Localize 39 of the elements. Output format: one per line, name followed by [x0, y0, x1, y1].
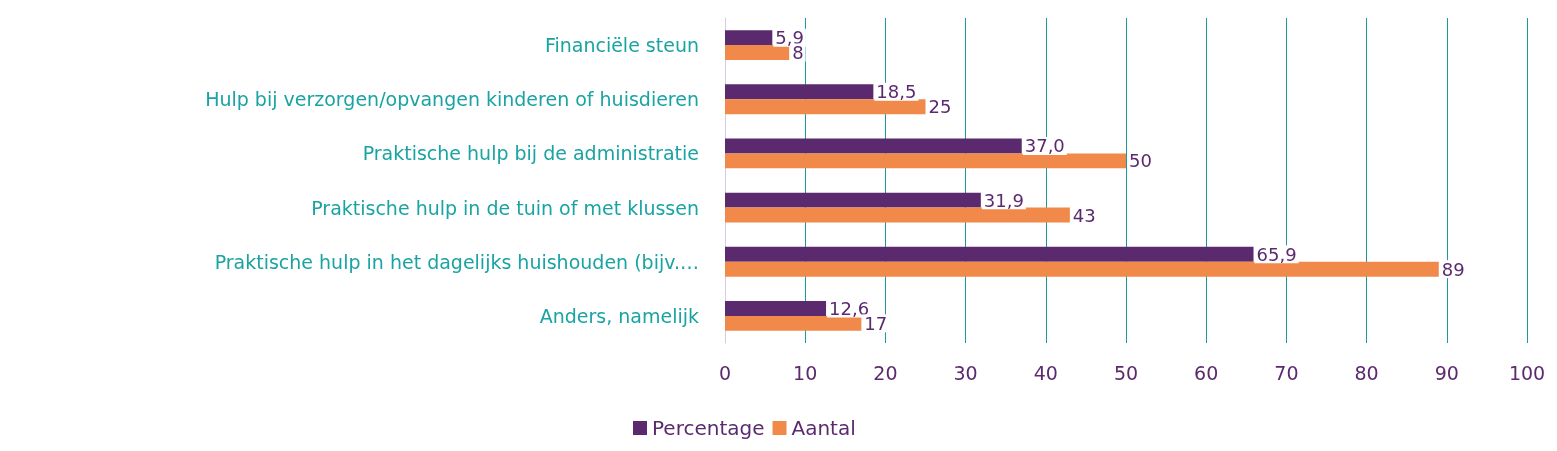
x-tick-label: 20: [873, 361, 898, 384]
x-tick-label: 80: [1354, 361, 1379, 384]
bar: [725, 246, 1254, 262]
data-label: 25: [928, 96, 952, 118]
bar: [725, 45, 790, 60]
bar: [725, 207, 1070, 223]
data-label: 89: [1441, 258, 1465, 280]
bar: [725, 261, 1439, 277]
bar: [725, 315, 862, 331]
data-label: 31,9: [983, 189, 1024, 211]
y-tick-label: Anders, namelijk: [539, 304, 699, 327]
x-tick-label: 30: [953, 361, 978, 384]
x-tick-label: 40: [1033, 361, 1058, 384]
y-tick-label: Praktische hulp in de tuin of met klussen: [311, 196, 699, 219]
data-label: 18,5: [876, 81, 917, 103]
x-tick-label: 90: [1434, 361, 1459, 384]
y-tick-label: Hulp bij verzorgen/opvangen kinderen of huisdieren: [205, 88, 699, 111]
x-tick-label: 60: [1194, 361, 1219, 384]
x-tick-label: 10: [793, 361, 818, 384]
data-label: 37,0: [1024, 135, 1065, 157]
x-tick-label: 100: [1508, 361, 1546, 384]
y-tick-label: Financiële steun: [544, 34, 699, 57]
y-tick-label: Praktische hulp in het dagelijks huishouden (bijv.…: [214, 250, 699, 273]
bar: [725, 153, 1126, 169]
y-tick-label: Praktische hulp bij de administratie: [362, 142, 699, 165]
x-tick-label: 70: [1274, 361, 1299, 384]
data-label: 50: [1129, 150, 1152, 172]
bar: [725, 192, 981, 208]
data-label: 43: [1072, 204, 1096, 226]
x-tick-label: 50: [1113, 361, 1139, 384]
bar: [725, 30, 773, 46]
legend-label: Aantal: [791, 416, 856, 440]
bar: [725, 99, 926, 115]
x-tick-label: 0: [718, 361, 732, 384]
bar: [725, 138, 1022, 154]
data-label: 65,9: [1256, 243, 1297, 265]
legend-label: Percentage: [652, 416, 765, 440]
bar: [725, 301, 827, 316]
bar: [725, 84, 874, 100]
